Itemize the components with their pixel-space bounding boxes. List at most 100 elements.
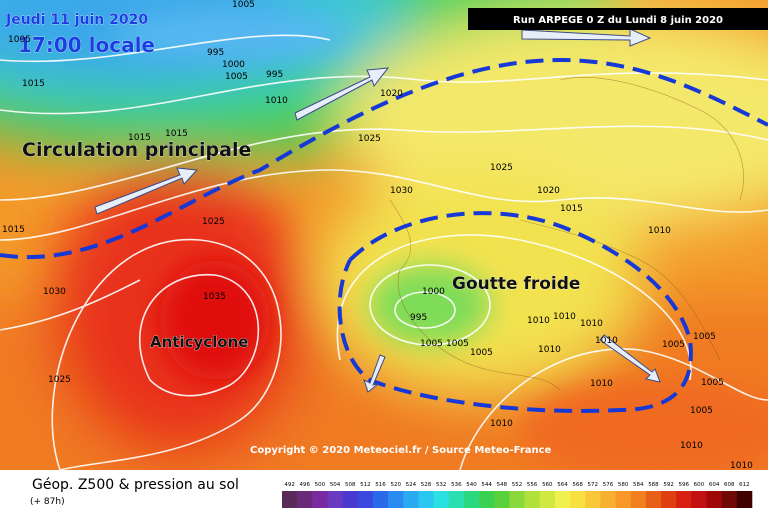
color-scale: 492 496 500 504 508 512 516 520 524 528 532 536 540 5… — [282, 482, 753, 508]
scale-swatch — [357, 491, 374, 508]
scale-swatch — [312, 491, 328, 508]
copyright: Copyright © 2020 Meteociel.fr / Source M… — [250, 445, 552, 456]
scale-swatch — [736, 491, 753, 508]
scale-label: 600 — [694, 482, 705, 488]
isobar-label: 1010 — [595, 336, 618, 346]
isobar-label: 995 — [410, 313, 427, 323]
scale-swatch — [448, 491, 465, 508]
scale-label: 492 — [284, 482, 295, 488]
scale-label: 572 — [588, 482, 599, 488]
scale-label: 540 — [466, 482, 477, 488]
isobar-label: 1005 — [8, 35, 31, 45]
scale-label: 552 — [512, 482, 523, 488]
scale-swatch — [554, 491, 571, 508]
scale-label: 548 — [497, 482, 508, 488]
scale-swatch — [706, 491, 722, 508]
scale-label: 592 — [663, 482, 674, 488]
isobar-label: 1005 — [446, 339, 469, 349]
scale-swatch — [676, 491, 692, 508]
scale-swatch — [721, 491, 738, 508]
isobar-label: 1000 — [422, 287, 445, 297]
scale-swatch — [418, 491, 434, 508]
scale-swatch — [297, 491, 313, 508]
isobar-label: 1005 — [232, 0, 255, 10]
scale-label: 512 — [360, 482, 371, 488]
scale-swatch — [509, 491, 525, 508]
isobar-label: 995 — [266, 70, 283, 80]
isobar-label: 1010 — [590, 379, 613, 389]
isobar-label: 1010 — [580, 319, 603, 329]
isobar-label: 1000 — [222, 60, 245, 70]
scale-swatch — [570, 491, 586, 508]
isobar-label: 1010 — [553, 312, 576, 322]
isobar-label: 1025 — [48, 375, 71, 385]
run-banner — [468, 8, 768, 30]
isobar-label: 1005 — [690, 406, 713, 416]
isobar-label: 1035 — [203, 292, 226, 302]
cold-drop-label: Goutte froide — [452, 274, 580, 294]
scale-label: 556 — [527, 482, 538, 488]
scale-swatch — [691, 491, 707, 508]
time: 17:00 locale — [18, 33, 155, 57]
scale-label: 520 — [390, 482, 401, 488]
scale-swatch — [479, 491, 495, 508]
scale-swatch — [600, 491, 616, 508]
scale-label: 564 — [557, 482, 568, 488]
isobar-label: 1005 — [420, 339, 443, 349]
scale-label: 500 — [315, 482, 326, 488]
isobar-label: 1015 — [128, 133, 151, 143]
scale-label: 524 — [406, 482, 417, 488]
scale-label: 508 — [345, 482, 356, 488]
scale-label: 496 — [299, 482, 310, 488]
anticyclone-label: Anticyclone — [150, 333, 248, 351]
scale-swatch — [342, 491, 359, 508]
scale-label: 584 — [633, 482, 644, 488]
isobar-label: 1025 — [202, 217, 225, 227]
isobar-label: 1010 — [490, 419, 513, 429]
isobar-label: 1005 — [662, 340, 685, 350]
isobar-label: 1015 — [22, 79, 45, 89]
isobar-label: 1020 — [537, 186, 560, 196]
scale-label: 568 — [572, 482, 583, 488]
scale-swatch — [661, 491, 677, 508]
run-label: Run ARPEGE 0 Z du Lundi 8 juin 2020 — [513, 15, 723, 26]
scale-label: 560 — [542, 482, 553, 488]
scale-label: 580 — [618, 482, 629, 488]
isobar-label: 1030 — [390, 186, 413, 196]
scale-label: 516 — [375, 482, 386, 488]
isobar-label: 1005 — [225, 72, 248, 82]
isobar-label: 1015 — [165, 129, 188, 139]
scale-label: 608 — [724, 482, 735, 488]
scale-label: 588 — [648, 482, 659, 488]
scale-swatch — [645, 491, 662, 508]
isobar-label: 1010 — [527, 316, 550, 326]
scale-label: 544 — [481, 482, 492, 488]
isobar-label: 1025 — [490, 163, 513, 173]
scale-label: 612 — [739, 482, 750, 488]
scale-label: 576 — [603, 482, 614, 488]
scale-swatch — [524, 491, 541, 508]
isobar-label: 1010 — [648, 226, 671, 236]
isobar-label: 1010 — [730, 461, 753, 471]
isobar-label: 1005 — [701, 378, 724, 388]
scale-swatch — [539, 491, 556, 508]
scale-label: 528 — [421, 482, 432, 488]
scale-swatch — [372, 491, 389, 508]
scale-label: 504 — [330, 482, 341, 488]
scale-swatch — [433, 491, 450, 508]
scale-label: 536 — [451, 482, 462, 488]
scale-swatch — [494, 491, 510, 508]
isobar-label: 1020 — [380, 89, 403, 99]
scale-label: 596 — [679, 482, 690, 488]
isobar-label: 1025 — [358, 134, 381, 144]
scale-swatch — [615, 491, 632, 508]
scale-swatch — [463, 491, 480, 508]
isobar-label: 1015 — [560, 204, 583, 214]
scale-swatch — [403, 491, 419, 508]
scale-swatch — [327, 491, 343, 508]
isobar-label: 1030 — [43, 287, 66, 297]
